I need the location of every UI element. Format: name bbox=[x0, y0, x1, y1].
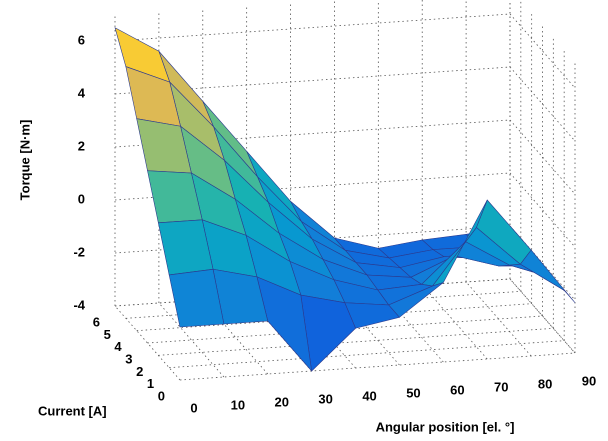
grid-line bbox=[509, 119, 576, 195]
y-tick-label: 2 bbox=[136, 364, 143, 379]
grid-line bbox=[179, 352, 576, 381]
grid-line bbox=[421, 284, 488, 360]
x-tick-label: 0 bbox=[190, 400, 197, 415]
grid-line bbox=[114, 119, 511, 148]
z-tick-label: 6 bbox=[78, 32, 85, 47]
grid-line bbox=[114, 13, 511, 42]
grid-line bbox=[114, 278, 511, 307]
grid-line bbox=[114, 225, 511, 254]
grid-line bbox=[509, 13, 576, 89]
x-tick-label: 50 bbox=[406, 385, 420, 400]
grid-line bbox=[147, 315, 543, 344]
y-tick-label: 4 bbox=[114, 339, 122, 354]
surface-patch bbox=[168, 268, 225, 328]
grid-line bbox=[509, 278, 576, 354]
x-tick-label: 60 bbox=[450, 382, 464, 397]
x-axis-label: Angular position [el. °] bbox=[376, 419, 515, 434]
y-axis-label: Current [A] bbox=[38, 403, 107, 418]
y-tick-label: 0 bbox=[158, 388, 165, 403]
grid-line bbox=[158, 302, 225, 378]
grid-line bbox=[169, 340, 565, 369]
surface-patch bbox=[519, 249, 576, 303]
z-tick-label: -4 bbox=[73, 297, 85, 312]
grid-line bbox=[125, 290, 521, 319]
z-tick-label: 2 bbox=[78, 138, 85, 153]
grid-line bbox=[509, 225, 576, 301]
grid-line bbox=[509, 66, 576, 142]
grid-line bbox=[114, 66, 511, 95]
x-tick-label: 40 bbox=[362, 388, 376, 403]
y-tick-label: 6 bbox=[93, 314, 100, 329]
y-tick-label: 1 bbox=[147, 376, 154, 391]
y-tick-label: 3 bbox=[125, 351, 132, 366]
x-tick-label: 80 bbox=[538, 376, 552, 391]
grid-line bbox=[158, 327, 554, 356]
z-tick-label: -2 bbox=[73, 244, 85, 259]
x-tick-label: 70 bbox=[494, 379, 508, 394]
grid-line bbox=[114, 172, 511, 201]
z-axis-label: Torque [N·m] bbox=[17, 120, 32, 201]
y-tick-label: 5 bbox=[104, 327, 111, 342]
z-tick-label: 4 bbox=[78, 85, 86, 100]
x-tick-label: 20 bbox=[275, 394, 289, 409]
grid-line bbox=[509, 172, 576, 248]
z-tick-label: 0 bbox=[78, 191, 85, 206]
grid-line bbox=[136, 303, 532, 332]
x-tick-label: 30 bbox=[318, 391, 332, 406]
x-tick-label: 90 bbox=[582, 373, 596, 388]
x-tick-label: 10 bbox=[231, 397, 245, 412]
